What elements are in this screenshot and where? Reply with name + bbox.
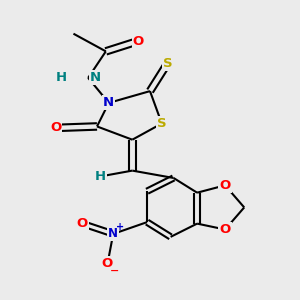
Text: O: O	[220, 223, 231, 236]
Text: O: O	[220, 179, 231, 192]
Text: O: O	[133, 34, 144, 48]
Text: N: N	[103, 96, 114, 110]
Text: N: N	[90, 71, 101, 84]
Text: O: O	[50, 122, 61, 134]
Text: O: O	[102, 257, 113, 270]
Text: S: S	[163, 57, 172, 70]
Text: N: N	[108, 227, 118, 240]
Text: O: O	[77, 217, 88, 230]
Text: −: −	[110, 266, 119, 276]
Text: H: H	[56, 71, 67, 84]
Text: H: H	[94, 170, 106, 183]
Text: +: +	[116, 222, 124, 232]
Text: S: S	[157, 117, 166, 130]
